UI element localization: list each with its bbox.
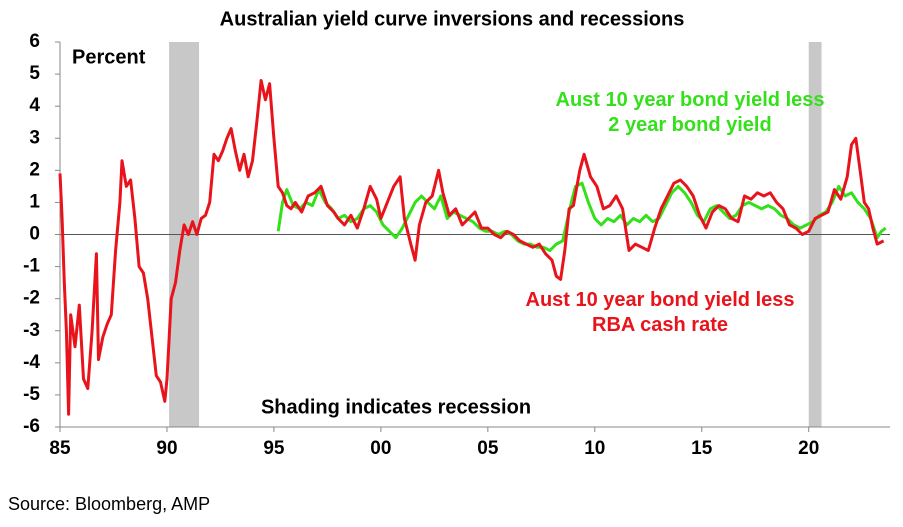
y-tick-label: -1 [23,256,40,277]
x-tick-label: 15 [691,438,713,459]
x-tick-label: 20 [798,438,819,459]
y-tick-label: -6 [23,416,40,437]
plot [55,41,890,432]
y-axis-label: Percent [72,46,146,68]
x-tick-label: 00 [370,438,391,459]
y-tick-label: 6 [29,31,40,52]
x-tick-label: 05 [477,438,499,459]
x-tick-label: 90 [156,438,177,459]
y-tick-label: -5 [23,384,40,405]
y-tick-label: 1 [29,191,40,212]
y-tick-label: 5 [29,63,40,84]
y-tick-label: 0 [29,224,40,245]
x-tick-label: 10 [584,438,605,459]
series-label: Aust 10 year bond yield less RBA cash ra… [525,289,795,336]
series-line [58,79,885,416]
y-tick-label: -4 [23,352,40,373]
x-tick-label: 95 [263,438,285,459]
chart-title: Australian yield curve inversions and re… [220,8,685,30]
x-tick-label: 85 [49,438,71,459]
source: Source: Bloomberg, AMP [8,494,210,514]
y-tick-label: -3 [23,320,40,341]
series-label: Aust 10 year bond yield less 2 year bond… [555,89,825,136]
y-tick-label: -2 [23,288,40,309]
y-tick-label: 2 [29,159,40,180]
y-tick-label: 4 [29,95,40,116]
annotation: Shading indicates recession [261,396,531,418]
y-tick-label: 3 [29,127,40,148]
